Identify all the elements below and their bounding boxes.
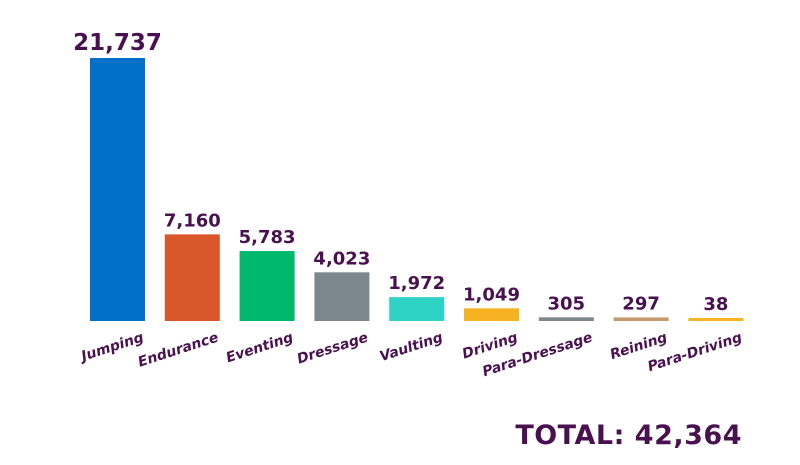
bars-group — [90, 58, 744, 321]
total-label: TOTAL: 42,364 — [515, 420, 742, 451]
category-label-eventing: Eventing — [224, 330, 295, 367]
value-label-dressage: 4,023 — [313, 248, 370, 269]
value-label-para-dressage: 305 — [548, 293, 586, 314]
bar-endurance — [164, 234, 220, 321]
bar-vaulting — [389, 297, 445, 321]
bar-para-dressage — [538, 317, 594, 321]
bar-driving — [464, 308, 519, 321]
bar-dressage — [314, 272, 370, 321]
category-label-endurance: Endurance — [136, 330, 220, 371]
value-label-driving: 1,049 — [463, 284, 520, 305]
bar-jumping — [90, 58, 145, 321]
category-label-dressage: Dressage — [295, 330, 370, 368]
value-label-para-driving: 38 — [703, 294, 728, 315]
value-labels-group: 21,737 7,160 5,783 4,023 1,972 1,049 305 297 38 — [73, 30, 728, 315]
category-label-jumping: Jumping — [77, 330, 146, 366]
value-label-jumping: 21,737 — [73, 30, 162, 56]
value-label-endurance: 7,160 — [164, 210, 221, 231]
value-label-reining: 297 — [622, 293, 660, 314]
bar-para-driving — [688, 318, 744, 321]
category-label-vaulting: Vaulting — [378, 330, 445, 365]
value-label-vaulting: 1,972 — [388, 273, 445, 294]
value-label-eventing: 5,783 — [239, 227, 296, 248]
bar-eventing — [239, 251, 295, 321]
bar-reining — [613, 317, 669, 321]
